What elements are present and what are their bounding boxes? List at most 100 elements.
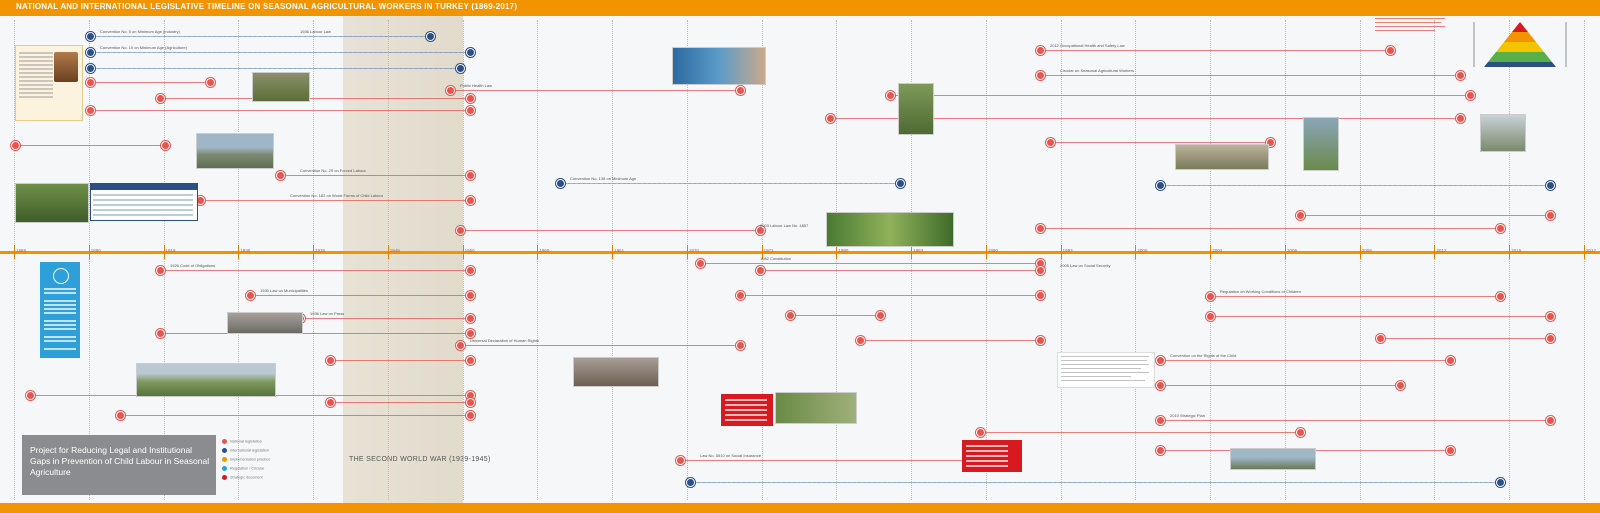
event-node[interactable] (696, 259, 705, 268)
event-node[interactable] (786, 311, 795, 320)
year-label: 2006 (1286, 248, 1297, 253)
event-node[interactable] (466, 411, 475, 420)
axis-tick (1210, 245, 1212, 259)
event-node[interactable] (876, 311, 885, 320)
event-node[interactable] (1386, 46, 1395, 55)
event-node[interactable] (86, 78, 95, 87)
event-node[interactable] (1156, 381, 1165, 390)
event-node[interactable] (86, 48, 95, 57)
event-node[interactable] (1036, 46, 1045, 55)
event-node[interactable] (156, 94, 165, 103)
event-node[interactable] (246, 291, 255, 300)
event-label-above: 1936 Labour Law (300, 29, 331, 34)
event-node[interactable] (116, 411, 125, 420)
event-node[interactable] (736, 341, 745, 350)
event-node[interactable] (1156, 181, 1165, 190)
event-node[interactable] (1036, 291, 1045, 300)
event-node[interactable] (86, 106, 95, 115)
event-node[interactable] (1206, 312, 1215, 321)
event-node[interactable] (86, 32, 95, 41)
event-node[interactable] (826, 114, 835, 123)
event-node[interactable] (1546, 416, 1555, 425)
event-label-below: Law No. 5510 on Social Insurance (700, 453, 761, 458)
event-node[interactable] (976, 428, 985, 437)
event-node[interactable] (1546, 211, 1555, 220)
event-line (90, 82, 210, 83)
event-node[interactable] (446, 86, 455, 95)
event-node[interactable] (1496, 292, 1505, 301)
event-node[interactable] (1296, 211, 1305, 220)
event-line (1040, 50, 1390, 51)
event-node[interactable] (26, 391, 35, 400)
page-title: NATIONAL AND INTERNATIONAL LEGISLATIVE T… (16, 2, 518, 11)
event-node[interactable] (11, 141, 20, 150)
event-node[interactable] (1156, 416, 1165, 425)
event-node[interactable] (686, 478, 695, 487)
event-node[interactable] (1396, 381, 1405, 390)
event-node[interactable] (1036, 71, 1045, 80)
event-node[interactable] (466, 398, 475, 407)
event-node[interactable] (896, 179, 905, 188)
event-node[interactable] (1156, 446, 1165, 455)
event-node[interactable] (1156, 356, 1165, 365)
event-node[interactable] (556, 179, 565, 188)
event-node[interactable] (206, 78, 215, 87)
event-node[interactable] (1036, 224, 1045, 233)
event-node[interactable] (736, 86, 745, 95)
event-line (450, 90, 740, 91)
year-guide (88, 20, 90, 500)
event-node[interactable] (326, 356, 335, 365)
event-node[interactable] (1546, 334, 1555, 343)
event-node[interactable] (1266, 138, 1275, 147)
event-node[interactable] (86, 64, 95, 73)
event-node[interactable] (1546, 312, 1555, 321)
event-node[interactable] (426, 32, 435, 41)
event-node[interactable] (856, 336, 865, 345)
event-node[interactable] (466, 48, 475, 57)
event-node[interactable] (1496, 224, 1505, 233)
event-node[interactable] (156, 266, 165, 275)
event-node[interactable] (676, 456, 685, 465)
event-node[interactable] (1456, 114, 1465, 123)
event-node[interactable] (456, 226, 465, 235)
event-node[interactable] (886, 91, 895, 100)
event-node[interactable] (161, 141, 170, 150)
event-node[interactable] (466, 94, 475, 103)
event-node[interactable] (1296, 428, 1305, 437)
event-node[interactable] (466, 106, 475, 115)
event-node[interactable] (1036, 266, 1045, 275)
event-node[interactable] (466, 196, 475, 205)
event-node[interactable] (1446, 446, 1455, 455)
event-node[interactable] (276, 171, 285, 180)
photo-cotton-picker (898, 83, 934, 135)
event-node[interactable] (456, 341, 465, 350)
event-node[interactable] (756, 266, 765, 275)
event-node[interactable] (466, 356, 475, 365)
event-node[interactable] (1046, 138, 1055, 147)
event-node[interactable] (156, 329, 165, 338)
event-line (1380, 338, 1550, 339)
event-node[interactable] (466, 329, 475, 338)
event-node[interactable] (456, 64, 465, 73)
event-node[interactable] (466, 314, 475, 323)
event-line (460, 230, 760, 231)
event-node[interactable] (1456, 71, 1465, 80)
event-node[interactable] (326, 398, 335, 407)
event-line (1300, 215, 1550, 216)
legend-dot-icon (222, 475, 227, 480)
event-node[interactable] (1376, 334, 1385, 343)
event-node[interactable] (1466, 91, 1475, 100)
event-node[interactable] (466, 266, 475, 275)
event-node[interactable] (1036, 336, 1045, 345)
event-node[interactable] (1496, 478, 1505, 487)
event-node[interactable] (1546, 181, 1555, 190)
event-node[interactable] (1446, 356, 1455, 365)
legend-dot-icon (222, 439, 227, 444)
year-label: 1949 (389, 248, 400, 253)
event-node[interactable] (466, 291, 475, 300)
event-node[interactable] (466, 171, 475, 180)
event-node[interactable] (1206, 292, 1215, 301)
event-node[interactable] (736, 291, 745, 300)
event-line (280, 175, 470, 176)
event-node[interactable] (756, 226, 765, 235)
